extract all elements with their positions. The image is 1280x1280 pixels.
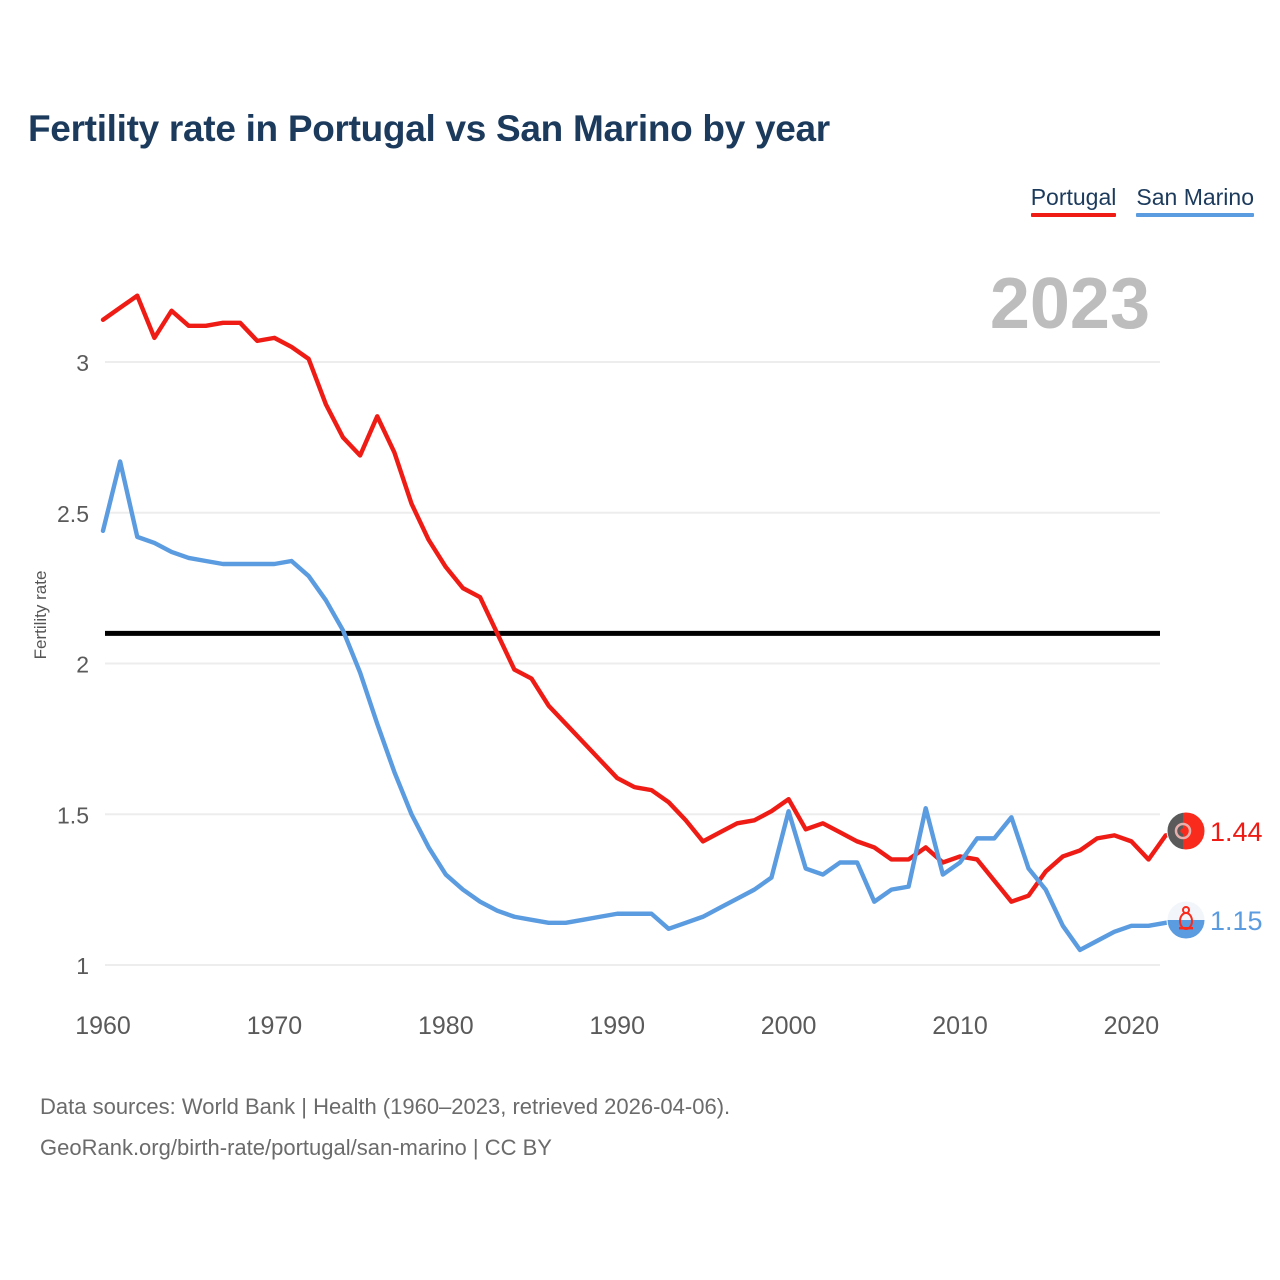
- y-axis-title: Fertility rate: [31, 571, 50, 660]
- series-line-san-marino[interactable]: [100, 459, 1186, 953]
- footer-data-sources: Data sources: World Bank | Health (1960–…: [40, 1094, 731, 1119]
- y-tick-label: 1: [76, 953, 89, 979]
- legend-label-portugal: Portugal: [1030, 184, 1117, 210]
- x-tick-label: 1980: [418, 1012, 474, 1040]
- page-title: Fertility rate in Portugal vs San Marino…: [28, 108, 830, 149]
- x-tick-label: 2000: [761, 1012, 817, 1040]
- endpoint-marker-portugal[interactable]: [1166, 811, 1206, 851]
- x-axis-tick-labels: 1960 1970 1980 1990 2000 2010 2020: [75, 1012, 1159, 1040]
- legend-item-san-marino[interactable]: San Marino: [1136, 184, 1254, 217]
- endpoint-value-portugal: 1.44: [1210, 817, 1263, 847]
- y-tick-label: 2: [76, 652, 89, 678]
- legend: Portugal San Marino: [1030, 184, 1254, 217]
- legend-swatch-portugal: [1030, 213, 1117, 217]
- series-line-portugal[interactable]: [100, 293, 1186, 904]
- y-axis-tick-labels: 1 1.5 2 2.5 3: [57, 350, 89, 979]
- footer-attribution: GeoRank.org/birth-rate/portugal/san-mari…: [40, 1135, 552, 1160]
- x-tick-label: 1970: [247, 1012, 303, 1040]
- y-tick-label: 2.5: [57, 501, 89, 527]
- x-tick-label: 1960: [75, 1012, 131, 1040]
- x-tick-label: 1990: [589, 1012, 645, 1040]
- x-tick-label: 2010: [932, 1012, 988, 1040]
- footer: Data sources: World Bank | Health (1960–…: [40, 1086, 730, 1168]
- legend-item-portugal[interactable]: Portugal: [1030, 184, 1117, 217]
- year-watermark: 2023: [989, 264, 1150, 344]
- y-tick-label: 3: [76, 350, 89, 376]
- endpoint-marker-san-marino[interactable]: [1166, 900, 1206, 940]
- series-lines: [100, 293, 1186, 953]
- endpoint-value-san-marino: 1.15: [1210, 906, 1263, 936]
- x-tick-label: 2020: [1104, 1012, 1160, 1040]
- legend-swatch-san-marino: [1136, 213, 1254, 217]
- y-tick-label: 1.5: [57, 802, 89, 828]
- legend-label-san-marino: San Marino: [1136, 184, 1254, 210]
- gridlines: [105, 361, 1160, 966]
